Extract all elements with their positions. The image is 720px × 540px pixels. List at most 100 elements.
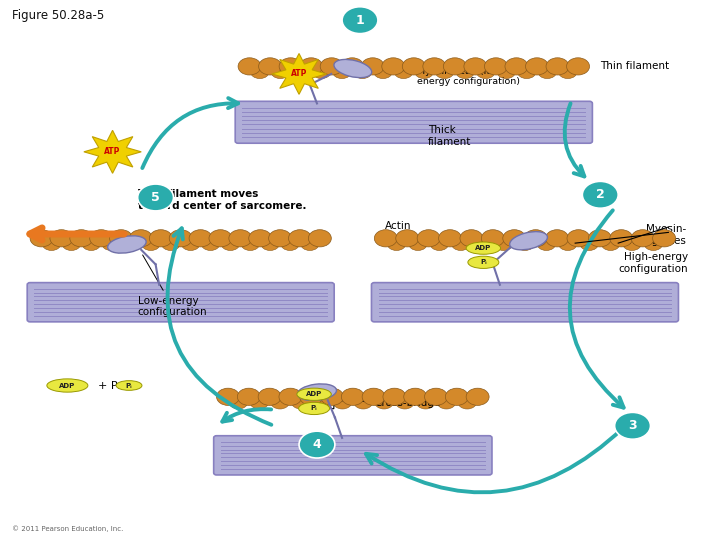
Ellipse shape [47,379,88,392]
Ellipse shape [297,388,331,400]
Text: Myosin head (low-
energy configuration): Myosin head (low- energy configuration) [356,66,521,86]
Circle shape [559,64,577,79]
Circle shape [601,237,620,251]
Circle shape [516,237,534,251]
Circle shape [387,237,406,251]
Circle shape [250,395,269,409]
Circle shape [312,395,331,409]
Circle shape [374,64,392,79]
Circle shape [62,237,81,251]
Circle shape [299,431,335,458]
Text: + Pᵢ: + Pᵢ [98,381,120,390]
Circle shape [354,395,373,409]
Circle shape [537,237,556,251]
Polygon shape [271,53,326,94]
Circle shape [466,388,489,406]
Circle shape [631,230,654,247]
Circle shape [524,230,547,247]
Circle shape [546,58,569,75]
Circle shape [588,230,611,247]
Circle shape [652,230,675,247]
Ellipse shape [299,402,330,415]
Circle shape [221,237,240,251]
Circle shape [141,237,161,251]
Circle shape [161,237,180,251]
Circle shape [169,230,192,247]
Circle shape [404,388,427,406]
Circle shape [353,64,372,79]
Circle shape [402,58,426,75]
Text: 2: 2 [596,188,605,201]
Circle shape [281,237,300,251]
Ellipse shape [466,242,500,254]
Circle shape [312,64,330,79]
Circle shape [50,230,73,247]
Circle shape [494,237,513,251]
Circle shape [209,230,232,247]
Circle shape [90,230,112,247]
Text: © 2011 Pearson Education, Inc.: © 2011 Pearson Education, Inc. [12,525,124,532]
Polygon shape [84,130,141,173]
Circle shape [503,230,526,247]
Circle shape [102,237,120,251]
Circle shape [394,64,413,79]
Circle shape [189,230,212,247]
Circle shape [289,230,312,247]
Circle shape [567,58,590,75]
Circle shape [526,58,549,75]
Circle shape [644,237,663,251]
Circle shape [138,184,174,211]
Circle shape [362,388,385,406]
Circle shape [444,58,467,75]
Circle shape [181,237,200,251]
Circle shape [460,230,483,247]
Circle shape [456,64,474,79]
Text: ADP: ADP [475,245,492,251]
Circle shape [374,395,393,409]
Circle shape [485,58,508,75]
Ellipse shape [468,256,499,268]
Circle shape [396,230,419,247]
Circle shape [580,237,598,251]
Text: 3: 3 [629,419,637,433]
Circle shape [451,237,470,251]
Circle shape [122,237,140,251]
Circle shape [415,64,433,79]
Circle shape [201,237,220,251]
Circle shape [464,58,487,75]
Circle shape [292,64,310,79]
Circle shape [308,230,331,247]
Circle shape [248,230,271,247]
Circle shape [82,237,101,251]
Circle shape [435,64,454,79]
Circle shape [258,58,282,75]
Circle shape [383,388,406,406]
Circle shape [615,413,650,439]
Text: Actin: Actin [385,221,412,231]
Circle shape [271,64,289,79]
Ellipse shape [108,236,146,253]
Circle shape [109,230,132,247]
Ellipse shape [297,384,336,401]
Circle shape [417,230,440,247]
Circle shape [238,58,261,75]
Circle shape [258,388,281,406]
Text: ADP: ADP [306,392,323,397]
Circle shape [30,230,53,247]
Text: High-energy
configuration: High-energy configuration [619,253,688,274]
FancyBboxPatch shape [235,102,593,143]
Circle shape [279,58,302,75]
Circle shape [517,64,536,79]
FancyBboxPatch shape [27,282,334,322]
Circle shape [559,237,577,251]
Circle shape [505,58,528,75]
Text: Low-energy
configuration: Low-energy configuration [138,255,207,317]
Circle shape [476,64,495,79]
Text: ADP: ADP [59,382,76,388]
Circle shape [342,7,378,33]
Ellipse shape [510,232,547,250]
Circle shape [261,237,279,251]
Circle shape [437,395,456,409]
Circle shape [269,230,292,247]
Circle shape [582,181,618,208]
